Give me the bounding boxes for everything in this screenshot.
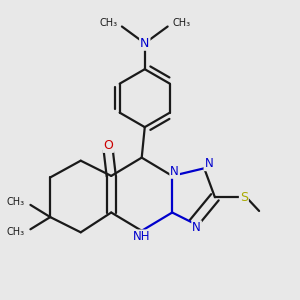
Text: NH: NH xyxy=(133,230,151,243)
Text: N: N xyxy=(140,37,149,50)
Text: S: S xyxy=(240,191,248,204)
Text: CH₃: CH₃ xyxy=(172,19,190,28)
Text: CH₃: CH₃ xyxy=(6,227,24,237)
Text: N: N xyxy=(192,221,201,234)
Text: N: N xyxy=(204,157,213,170)
Text: O: O xyxy=(103,139,113,152)
Text: N: N xyxy=(170,165,179,178)
Text: CH₃: CH₃ xyxy=(99,19,117,28)
Text: CH₃: CH₃ xyxy=(6,197,24,207)
